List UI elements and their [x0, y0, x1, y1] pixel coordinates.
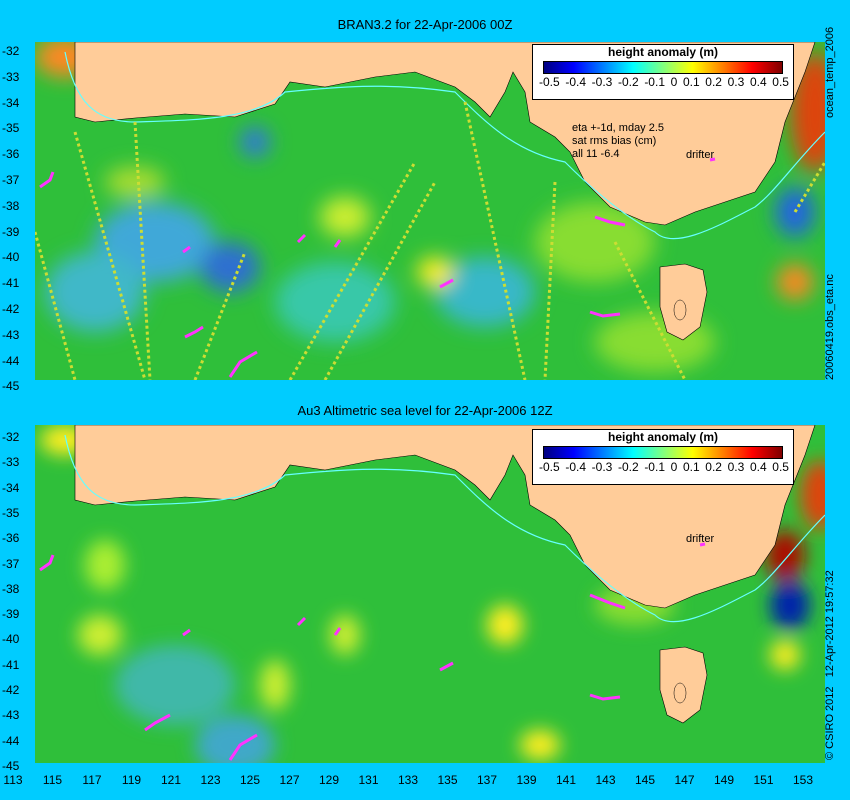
x-tick-label: 131	[358, 773, 379, 787]
legend-tick: -0.2	[617, 460, 639, 474]
drifter-label: drifter	[686, 149, 715, 161]
x-tick-label: 115	[42, 773, 63, 787]
legend-title: height anomaly (m)	[607, 45, 718, 59]
x-tick-label: 123	[200, 773, 221, 787]
y-tick-label: -42	[2, 683, 20, 697]
legend-tick: 0.3	[727, 75, 745, 89]
x-tick-label: 135	[437, 773, 458, 787]
y-tick-label: -32	[2, 430, 20, 444]
y-tick-label: -43	[2, 327, 20, 342]
x-tick-label: 119	[121, 773, 142, 787]
x-tick-label: 125	[239, 773, 261, 787]
y-tick-label: -36	[2, 147, 20, 162]
x-tick-label: 143	[595, 773, 616, 787]
y-tick-label: -37	[2, 173, 20, 187]
y-tick-label: -43	[2, 708, 20, 723]
y-tick-label: -44	[2, 733, 20, 748]
x-tick-label: 129	[318, 773, 340, 787]
legend-tick: -0.1	[644, 75, 665, 89]
legend-ticks: -0.5 -0.4 -0.3 -0.2 -0.1 0 0.1 0.2 0.3 0…	[539, 460, 789, 474]
side-label-credit: © CSIRO 2012 12-Apr-2012 19:57:32	[824, 570, 836, 760]
legend-tick: -0.3	[591, 460, 613, 474]
y-tick-label: -33	[2, 455, 20, 470]
side-label-top: ocean_temp_2006	[824, 26, 836, 118]
legend-tick: -0.4	[565, 75, 587, 89]
legend-tick: 0.3	[727, 460, 745, 474]
x-tick-label: 127	[279, 773, 300, 787]
colorbar	[543, 61, 783, 74]
y-tick-label: -44	[2, 353, 20, 368]
legend-tick: 0.2	[705, 75, 722, 89]
legend-panel-1: height anomaly (m) -0.5 -0.4 -0.3 -0.2 -…	[532, 44, 794, 100]
info-line: sat rms bias (cm)	[572, 135, 657, 147]
drifter-label: drifter	[686, 533, 715, 545]
legend-tick: 0.4	[749, 75, 767, 89]
legend-tick: 0.2	[705, 460, 722, 474]
x-tick-label: 149	[713, 773, 735, 787]
y-tick-label: -38	[2, 581, 20, 596]
legend-tick: -0.1	[644, 460, 665, 474]
colorbar	[543, 446, 783, 459]
x-tick-label: 133	[397, 773, 419, 787]
y-tick-label: -40	[2, 632, 20, 647]
info-line: eta +-1d, mday 2.5	[572, 122, 665, 134]
y-tick-label: -37	[2, 556, 20, 571]
legend-tick: 0.1	[682, 75, 700, 89]
y-tick-label: -38	[2, 198, 20, 213]
y-tick-label: -34	[2, 480, 20, 495]
x-tick-label: 147	[674, 773, 695, 787]
panel1-title: BRAN3.2 for 22-Apr-2006 00Z	[337, 17, 513, 32]
y-tick-label: -41	[2, 276, 20, 291]
legend-tick: 0	[670, 75, 678, 89]
info-box: eta +-1d, mday 2.5 sat rms bias (cm) all…	[572, 122, 664, 161]
timestamp: 12-Apr-2012 19:57:32	[824, 570, 836, 678]
credit: © CSIRO 2012	[824, 686, 836, 760]
legend-tick: -0.5	[539, 75, 560, 89]
legend-tick: 0	[670, 460, 678, 474]
y-tick-label: -39	[2, 224, 20, 239]
panel2-title: Au3 Altimetric sea level for 22-Apr-2006…	[297, 403, 553, 418]
x-tick-label: 117	[82, 773, 102, 787]
y-tick-label: -35	[2, 505, 20, 520]
legend-tick: -0.5	[539, 460, 560, 474]
info-line: all 11 -6.4	[572, 148, 620, 160]
legend-tick: 0.5	[772, 75, 789, 89]
x-tick-label: 137	[476, 773, 498, 787]
legend-tick: -0.3	[591, 75, 613, 89]
legend-tick: -0.4	[565, 460, 587, 474]
x-tick-label: 141	[555, 773, 577, 787]
legend-tick: -0.2	[617, 75, 639, 89]
x-tick-label: 113	[3, 773, 23, 787]
y-tick-label: -32	[2, 44, 20, 58]
y-tick-label: -36	[2, 531, 20, 546]
x-tick-label: 145	[634, 773, 656, 787]
legend-title: height anomaly (m)	[607, 430, 718, 444]
y-tick-label: -40	[2, 250, 20, 265]
legend-ticks: -0.5 -0.4 -0.3 -0.2 -0.1 0 0.1 0.2 0.3 0…	[539, 75, 789, 89]
legend-tick: 0.4	[749, 460, 767, 474]
legend-panel-2: height anomaly (m) -0.5 -0.4 -0.3 -0.2 -…	[532, 429, 794, 485]
legend-tick: 0.5	[772, 460, 789, 474]
y-tick-label: -45	[2, 758, 20, 773]
y-tick-label: -35	[2, 121, 20, 136]
y-tick-label: -45	[2, 379, 20, 394]
x-tick-label: 153	[792, 773, 814, 787]
x-tick-label: 139	[516, 773, 537, 787]
legend-tick: 0.1	[682, 460, 700, 474]
y-tick-label: -34	[2, 95, 20, 110]
x-tick-label: 121	[160, 773, 182, 787]
y-tick-label: -33	[2, 69, 20, 84]
y-tick-label: -42	[2, 302, 20, 316]
x-tick-label: 151	[753, 773, 774, 787]
y-tick-label: -39	[2, 607, 20, 622]
map-panel-2	[35, 425, 825, 763]
y-tick-label: -41	[2, 657, 20, 672]
side-label-file: 20060419.obs_eta.nc	[824, 274, 836, 380]
